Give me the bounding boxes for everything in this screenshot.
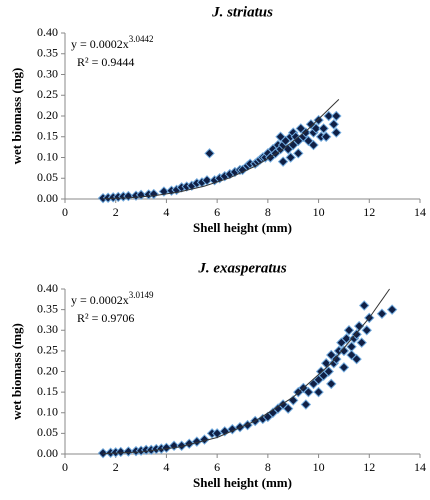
data-point	[320, 131, 332, 142]
data-point	[313, 386, 324, 398]
data-point	[97, 447, 109, 459]
equation-exponent: 3.0149	[129, 290, 154, 300]
y-tick-label: 0.10	[37, 405, 58, 419]
data-point	[293, 148, 304, 159]
data-point	[285, 152, 296, 163]
x-tick-label: 8	[265, 205, 271, 219]
data-point	[199, 434, 210, 445]
data-point	[323, 110, 334, 122]
chart-panel: J. striatus 0.00 0.05 0.10 0.15 0.20 0.25 0.30 0…	[9, 4, 426, 235]
data-point	[328, 119, 339, 130]
data-point	[343, 325, 355, 336]
data-point	[313, 114, 324, 126]
y-tick-label: 0.20	[37, 108, 58, 122]
y-tick-label: 0.40	[37, 281, 58, 295]
x-tick-label: 4	[163, 460, 169, 474]
data-point	[323, 366, 334, 377]
y-tick-label: 0.25	[37, 343, 58, 357]
data-point	[158, 186, 170, 197]
x-tick-label: 6	[214, 460, 220, 474]
equation: y = 0.0002x3.0442	[71, 34, 154, 51]
chart-panel: J. exasperatus 0.00 0.05 0.10 0.15 0.20 0.25 0.…	[9, 260, 426, 490]
data-point	[115, 446, 126, 458]
y-tick-label: 0.30	[37, 66, 58, 80]
r-squared: R² = 0.9706	[77, 311, 134, 325]
equation-text: y = 0.0002x	[71, 293, 129, 307]
y-tick-label: 0.35	[37, 46, 58, 60]
r-squared: R² = 0.9444	[77, 55, 134, 69]
x-tick-label: 0	[62, 460, 68, 474]
x-tick-label: 2	[113, 205, 119, 219]
y-tick-label: 0.25	[37, 87, 58, 101]
x-tick-label: 10	[313, 460, 325, 474]
data-point	[331, 110, 342, 122]
data-point	[300, 127, 312, 138]
y-tick-label: 0.40	[37, 25, 58, 39]
chart-title: J. striatus	[211, 4, 273, 20]
trendline	[103, 99, 340, 200]
equation-exponent: 3.0442	[129, 34, 154, 44]
y-tick-label: 0.15	[37, 384, 58, 398]
data-point	[277, 156, 289, 167]
x-tick-label: 4	[163, 205, 169, 219]
x-tick-label: 10	[313, 205, 325, 219]
x-axis-label: Shell height (mm)	[193, 475, 292, 490]
y-tick-label: 0.30	[37, 322, 58, 336]
data-point	[326, 378, 337, 390]
data-point	[361, 325, 372, 336]
data-point	[300, 399, 312, 410]
data-point	[341, 333, 352, 344]
data-point	[275, 131, 286, 142]
x-tick-label: 12	[363, 205, 375, 219]
y-tick-label: 0.35	[37, 301, 58, 315]
data-point	[359, 300, 370, 311]
data-point	[318, 123, 329, 134]
y-tick-label: 0.20	[37, 363, 58, 377]
y-tick-label: 0.00	[37, 191, 58, 205]
data-point	[204, 148, 215, 159]
data-point	[123, 446, 134, 457]
x-tick-label: 2	[113, 460, 119, 474]
y-tick-label: 0.05	[37, 170, 58, 184]
data-point	[346, 349, 357, 361]
y-axis-label: wet biomass (mg)	[9, 68, 24, 165]
data-point	[338, 345, 350, 357]
y-tick-label: 0.15	[37, 129, 58, 143]
data-point	[310, 123, 322, 134]
x-tick-label: 12	[363, 460, 375, 474]
data-point	[331, 353, 342, 365]
data-point	[356, 337, 367, 348]
x-tick-label: 14	[414, 205, 426, 219]
equation: y = 0.0002x3.0149	[71, 290, 154, 307]
data-point	[376, 308, 388, 319]
x-tick-label: 8	[265, 460, 271, 474]
data-point	[303, 135, 314, 147]
data-point	[282, 403, 294, 414]
x-tick-label: 14	[414, 460, 426, 474]
data-point	[303, 386, 314, 398]
x-tick-label: 0	[62, 205, 68, 219]
trendline	[103, 288, 390, 455]
y-tick-label: 0.05	[37, 425, 58, 439]
y-tick-label: 0.10	[37, 149, 58, 163]
data-point	[338, 362, 350, 373]
y-tick-label: 0.00	[37, 446, 58, 460]
data-point	[386, 304, 398, 315]
y-axis-label: wet biomass (mg)	[9, 323, 24, 420]
data-point	[331, 127, 342, 138]
x-axis-label: Shell height (mm)	[193, 220, 292, 235]
x-tick-label: 6	[214, 205, 220, 219]
data-point	[308, 139, 319, 151]
data-point	[351, 329, 362, 340]
equation-text: y = 0.0002x	[71, 37, 129, 51]
chart-title: J. exasperatus	[197, 260, 287, 276]
